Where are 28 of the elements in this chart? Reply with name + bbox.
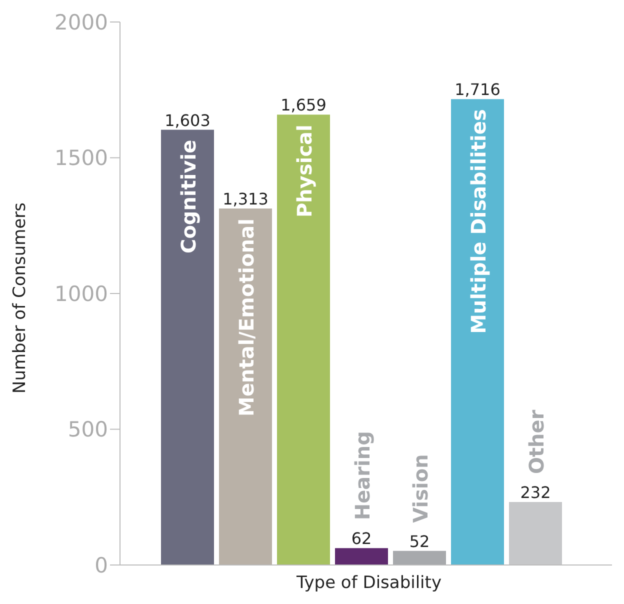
x-tick-label: Other xyxy=(524,410,548,474)
data-label: 52 xyxy=(409,532,430,551)
y-tick-label: 1500 xyxy=(54,146,108,170)
bar xyxy=(335,548,388,565)
y-tick-label: 2000 xyxy=(54,10,108,34)
bar xyxy=(509,502,562,565)
x-tick-label: Mental/Emotional xyxy=(234,218,258,416)
data-label: 1,716 xyxy=(454,80,500,100)
bar xyxy=(451,99,504,565)
x-tick-label: Multiple Disabilities xyxy=(466,109,490,334)
data-label: 1,659 xyxy=(280,96,326,115)
bar xyxy=(219,208,272,565)
x-axis-title: Type of Disability xyxy=(295,573,442,593)
bar xyxy=(161,130,214,565)
data-label: 62 xyxy=(351,529,372,548)
y-axis-title: Number of Consumers xyxy=(10,202,30,394)
y-tick-label: 500 xyxy=(68,418,108,442)
bar xyxy=(277,114,330,565)
x-tick-label: Cognitivie xyxy=(176,140,200,254)
data-label: 1,603 xyxy=(164,110,210,130)
data-label: 1,313 xyxy=(222,190,268,209)
x-tick-label: Hearing xyxy=(350,431,374,520)
y-tick-label: 0 xyxy=(94,553,108,578)
x-tick-label: Vision xyxy=(408,454,432,523)
data-label: 232 xyxy=(520,483,551,502)
y-tick-label: 1000 xyxy=(54,282,108,306)
bar xyxy=(393,550,446,565)
x-tick-label: Physical xyxy=(292,124,316,218)
